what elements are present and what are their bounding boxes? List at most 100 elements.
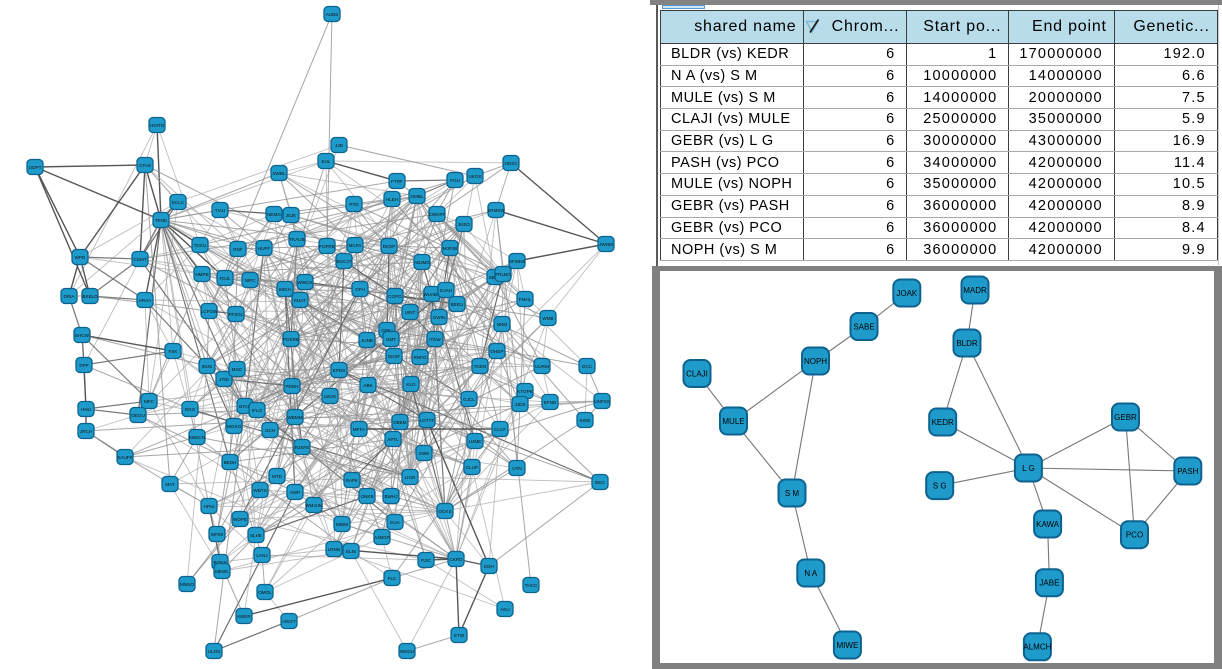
svg-text:PDDH: PDDH (285, 384, 298, 389)
svg-text:EUA: EUA (390, 520, 400, 525)
svg-text:SABE: SABE (853, 322, 874, 331)
svg-text:WBTS: WBTS (253, 488, 266, 493)
svg-text:NEMG: NEMG (267, 212, 281, 217)
svg-text:PJIC: PJIC (421, 558, 432, 563)
svg-text:BGCJT: BGCJT (336, 259, 351, 264)
svg-text:OEOU: OEOU (131, 413, 145, 418)
svg-text:CWKRT: CWKRT (429, 212, 446, 217)
svg-text:LCFGW: LCFGW (201, 309, 218, 314)
svg-text:LOTTF: LOTTF (420, 418, 435, 423)
svg-text:RJSFE: RJSFE (295, 445, 310, 450)
svg-text:JWNM: JWNM (599, 242, 613, 247)
svg-text:PTD: PTD (349, 202, 359, 207)
svg-text:MJAT: MJAT (294, 298, 306, 303)
svg-text:JJD: JJD (335, 143, 344, 148)
svg-text:AWP: AWP (290, 490, 300, 495)
svg-text:FTRF: FTRF (391, 179, 403, 184)
svg-text:DKSP: DKSP (383, 244, 396, 249)
svg-text:IMGH: IMGH (279, 287, 291, 292)
svg-text:CFAS: CFAS (139, 163, 151, 168)
svg-text:PASH: PASH (1177, 467, 1198, 476)
svg-text:IHDE: IHDE (580, 418, 591, 423)
svg-text:LIGR: LIGR (405, 475, 416, 480)
svg-text:MGC: MGC (232, 367, 243, 372)
svg-text:WGKO: WGKO (227, 424, 242, 429)
svg-text:BEEU: BEEU (451, 302, 464, 307)
svg-text:MEWL: MEWL (215, 569, 229, 574)
svg-text:HPUI: HPUI (204, 504, 215, 509)
svg-text:JKEO: JKEO (458, 222, 470, 227)
svg-text:FLC: FLC (388, 576, 397, 581)
svg-text:BEG: BEG (595, 480, 605, 485)
svg-text:THCC: THCC (525, 583, 538, 588)
svg-text:BTAE: BTAE (239, 404, 251, 409)
svg-text:ONKB: ONKB (360, 494, 373, 499)
svg-text:DJAH: DJAH (440, 288, 452, 293)
svg-text:TGEN: TGEN (474, 364, 487, 369)
svg-text:KTOPK: KTOPK (517, 389, 533, 394)
svg-text:BONS: BONS (213, 560, 226, 565)
svg-text:ULOS: ULOS (208, 649, 221, 654)
svg-text:OFH: OFH (355, 287, 365, 292)
svg-text:WMB: WMB (542, 316, 553, 321)
svg-text:OCH: OCH (265, 428, 275, 433)
svg-text:ODSC: ODSC (504, 161, 518, 166)
svg-text:NOPH: NOPH (804, 357, 827, 366)
svg-text:L G: L G (1022, 464, 1035, 473)
svg-text:HNU: HNU (81, 407, 91, 412)
svg-text:KBDCN: KBDCN (189, 435, 205, 440)
svg-text:RNF: RNF (233, 247, 243, 252)
svg-text:ALMCH: ALMCH (1023, 643, 1051, 652)
svg-text:PGERB: PGERB (283, 337, 299, 342)
svg-text:CDMT: CDMT (133, 257, 146, 262)
svg-text:KLG: KLG (406, 382, 416, 387)
svg-text:JUNB: JUNB (361, 338, 373, 343)
svg-text:SFWKB: SFWKB (509, 259, 525, 264)
svg-text:JJDS: JJDS (515, 402, 526, 407)
svg-text:WPD: WPD (75, 255, 86, 260)
svg-text:UURW: UURW (535, 364, 550, 369)
svg-text:UINT: UINT (405, 310, 416, 315)
svg-text:SRMSW: SRMSW (487, 208, 505, 213)
svg-text:HUFF: HUFF (258, 246, 270, 251)
svg-text:SAUFK: SAUFK (117, 455, 133, 460)
svg-text:ARAA: ARAA (139, 298, 152, 303)
svg-text:MAT: MAT (165, 482, 175, 487)
svg-text:JABE: JABE (1039, 579, 1059, 588)
svg-text:UKOS: UKOS (468, 174, 481, 179)
svg-text:HOITB: HOITB (150, 123, 164, 128)
svg-text:GKSF: GKSF (388, 354, 401, 359)
svg-text:DFP: DFP (79, 363, 88, 368)
svg-text:EPDS: EPDS (333, 368, 346, 373)
svg-text:SWBL: SWBL (272, 171, 285, 176)
svg-text:PGU: PGU (450, 178, 460, 183)
svg-text:GEBR: GEBR (1114, 413, 1137, 422)
svg-text:FRLBG: FRLBG (495, 272, 511, 277)
svg-text:HLEH: HLEH (386, 197, 398, 202)
svg-text:RNFO: RNFO (413, 355, 426, 360)
svg-text:JRCH: JRCH (80, 429, 92, 434)
svg-text:EDH: EDH (484, 564, 494, 569)
svg-text:MPFA: MPFA (353, 427, 366, 432)
svg-text:IMJS: IMJS (202, 364, 212, 369)
svg-text:TRNE: TRNE (155, 218, 168, 223)
svg-text:KMER: KMER (237, 614, 251, 619)
svg-text:TIAU: TIAU (215, 208, 225, 213)
svg-text:APTL: APTL (387, 437, 399, 442)
svg-text:KAWA: KAWA (1036, 520, 1060, 529)
svg-text:JOAK: JOAK (896, 289, 918, 298)
svg-text:EHCW: EHCW (75, 333, 90, 338)
svg-text:LANJ: LANJ (256, 553, 267, 558)
svg-text:DBEM: DBEM (393, 420, 406, 425)
svg-text:MTD: MTD (272, 474, 283, 479)
svg-text:EUL: EUL (322, 159, 331, 164)
svg-text:WFMI: WFMI (211, 532, 223, 537)
svg-text:AJMGP: AJMGP (374, 535, 390, 540)
svg-text:GWIN: GWIN (433, 315, 446, 320)
svg-text:BWHJ: BWHJ (384, 494, 397, 499)
svg-text:BEDH: BEDH (224, 460, 237, 465)
svg-text:AKU: AKU (500, 607, 509, 612)
svg-text:MBIM: MBIM (336, 522, 348, 527)
svg-text:PFSGL: PFSGL (228, 312, 244, 317)
svg-text:ABK: ABK (363, 383, 373, 388)
